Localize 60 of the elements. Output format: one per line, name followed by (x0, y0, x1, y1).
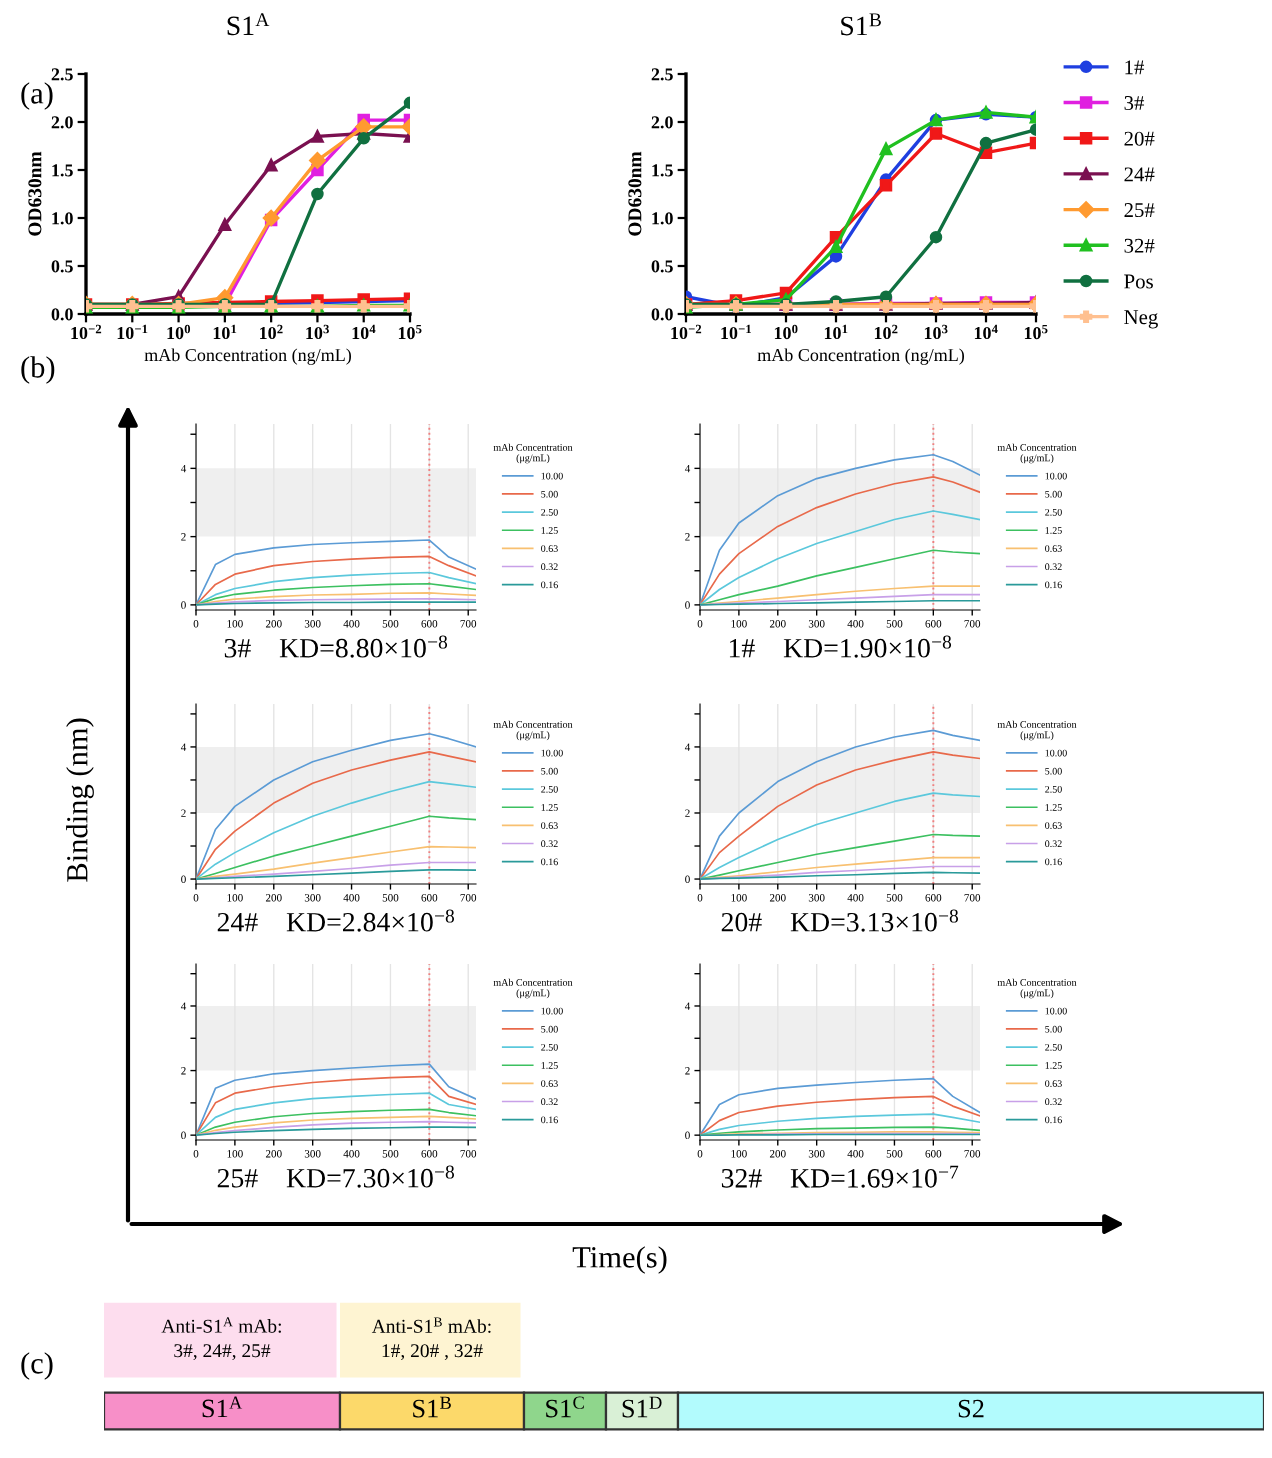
x-tick-label: 10$^{−2}$ (71, 324, 102, 340)
x-tick-label: 10$^{1}$ (824, 324, 848, 340)
x-axis-title: 3# KD=8.80×10$^{−8}$ (224, 635, 448, 658)
x-tick-label: 10$^{−2}$ (671, 324, 702, 340)
x-axis-title: mAb Concentration (ng/mL) (757, 348, 964, 365)
legend-label: Neg (1124, 310, 1158, 329)
x-axis-title: 25# KD=7.30×10$^{−8}$ (217, 1165, 455, 1188)
legend-label: 25# (1124, 203, 1155, 218)
text: Anti-S1$^{B}$ mAb: 1#, 20# , 32# (371, 1317, 491, 1361)
legend-label: Pos (1124, 274, 1153, 289)
x-tick-label: 10$^{5}$ (398, 324, 422, 340)
x-tick-label: 10$^{4}$ (974, 324, 998, 340)
text: (a) (21, 82, 53, 110)
y-axis-title: OD630nm (628, 151, 642, 236)
text: Binding (nm) (66, 718, 94, 882)
x-tick-label: 10$^{3}$ (306, 324, 329, 340)
x-axis-title: 32# KD=1.69×10$^{−7}$ (721, 1165, 959, 1188)
y-tick-label: 2.5 (651, 68, 673, 81)
y-tick-label: 1.5 (52, 164, 73, 177)
x-tick-label: 10$^{1}$ (213, 324, 237, 340)
y-tick-label: 2.0 (651, 116, 673, 129)
text: (c) (21, 1352, 53, 1380)
x-axis-title: 20# KD=3.13×10$^{−8}$ (721, 909, 959, 932)
x-axis-title: mAb Concentration (ng/mL) (144, 348, 351, 365)
x-tick-label: 10$^{3}$ (924, 324, 948, 340)
y-tick-label: 1.5 (652, 164, 673, 177)
x-tick-label: 10$^{2}$ (260, 324, 283, 340)
text: (b) (21, 356, 55, 384)
x-tick-label: 10$^{−1}$ (721, 324, 751, 340)
category-label: S1$^{A}$ (202, 1396, 243, 1418)
x-tick-label: 10$^{0}$ (167, 324, 191, 340)
x-tick-label: 10$^{0}$ (774, 324, 798, 340)
y-tick-label: 2.5 (51, 68, 73, 81)
y-tick-label: 0.0 (51, 308, 73, 321)
x-tick-label: 10$^{−1}$ (117, 324, 148, 340)
x-tick-label: 10$^{4}$ (352, 324, 376, 340)
chart-title: S1$^{B}$ (841, 13, 881, 36)
y-tick-label: 0.5 (51, 260, 73, 273)
category-label: S2 (958, 1399, 984, 1418)
x-axis-title: 24# KD=2.84×10$^{−8}$ (217, 909, 455, 932)
legend-label: 32# (1124, 238, 1155, 253)
legend-label: 1# (1125, 60, 1145, 75)
text: Time(s) (572, 1246, 667, 1274)
y-tick-label: 0.5 (651, 260, 673, 273)
category-label: S1$^{D}$ (622, 1396, 662, 1418)
x-tick-label: 10$^{2}$ (874, 324, 898, 340)
y-tick-label: 2.0 (51, 116, 73, 129)
category-label: S1$^{C}$ (546, 1396, 584, 1418)
legend-label: 3# (1124, 96, 1145, 111)
y-tick-label: 1.0 (52, 212, 73, 225)
chart-title: S1$^{A}$ (227, 13, 270, 36)
y-tick-label: 1.0 (652, 212, 673, 225)
legend-label: 24# (1124, 167, 1155, 182)
y-tick-label: 0.0 (651, 308, 673, 321)
text: Anti-S1$^{A}$ mAb: 3#, 24#, 25# (161, 1317, 281, 1361)
y-axis-title: OD630nm (28, 151, 42, 236)
x-tick-label: 10$^{5}$ (1024, 324, 1048, 340)
x-axis-title: 1# KD=1.90×10$^{−8}$ (729, 635, 952, 658)
legend-label: 20# (1124, 131, 1155, 146)
category-label: S1$^{B}$ (413, 1396, 451, 1418)
